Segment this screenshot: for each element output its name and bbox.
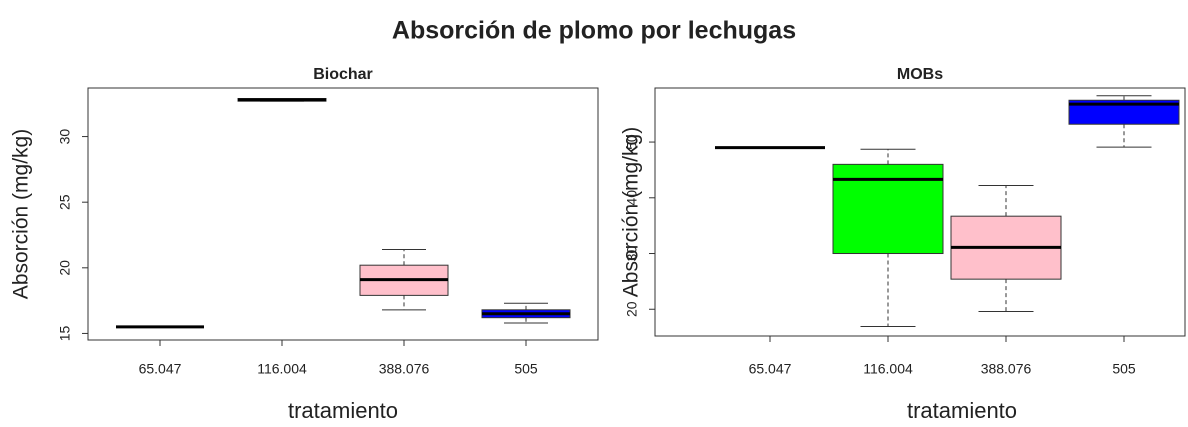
figure-title: Absorción de plomo por lechugas <box>392 17 796 45</box>
x-tick-label: 388.076 <box>981 361 1032 377</box>
y-tick-label: 50 <box>624 134 640 150</box>
y-tick-label: 15 <box>57 325 73 341</box>
box <box>1068 99 1180 125</box>
y-tick-label: 25 <box>57 194 73 210</box>
x-tick-label: 388.076 <box>379 361 430 377</box>
y-tick-label: 20 <box>624 301 640 317</box>
y-tick-label: 40 <box>624 190 640 206</box>
panel-title: Biochar <box>313 66 373 83</box>
x-tick-label: 116.004 <box>863 361 913 377</box>
y-tick-label: 20 <box>57 260 73 276</box>
x-tick-label: 65.047 <box>139 361 182 377</box>
y-axis-label: Absorción (mg/kg) <box>10 129 33 299</box>
plot-frame <box>87 87 599 341</box>
x-tick-label: 505 <box>514 361 538 377</box>
box <box>832 163 944 255</box>
x-axis-label: tratamiento <box>907 398 1017 423</box>
plot-frame <box>654 87 1186 337</box>
panel-title: MOBs <box>897 66 943 83</box>
x-axis-label: tratamiento <box>288 398 398 423</box>
x-tick-label: 116.004 <box>257 361 307 377</box>
x-tick-label: 65.047 <box>749 361 792 377</box>
y-axis-label: Absorción (mg/kg) <box>620 127 643 297</box>
y-tick-label: 30 <box>624 246 640 262</box>
y-tick-label: 30 <box>57 129 73 145</box>
x-tick-label: 505 <box>1112 361 1136 377</box>
